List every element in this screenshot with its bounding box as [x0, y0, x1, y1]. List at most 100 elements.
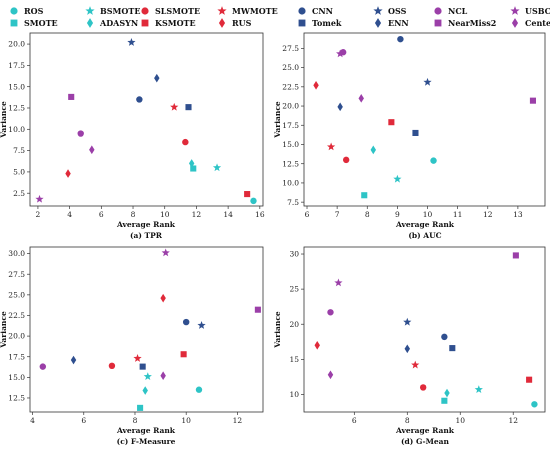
data-point — [108, 362, 116, 369]
x-tick-label: 6 — [99, 210, 104, 219]
legend-marker — [141, 19, 149, 27]
y-tick-label: 12.5 — [8, 394, 25, 403]
data-point — [370, 145, 377, 155]
y-tick-label: 27.5 — [8, 270, 25, 279]
data-point — [133, 354, 142, 362]
data-point — [397, 35, 404, 43]
legend-item: CentersNN — [511, 18, 550, 28]
data-point — [154, 73, 160, 83]
data-point — [404, 344, 411, 354]
legend-marker — [373, 6, 383, 15]
data-point — [35, 194, 44, 203]
x-axis-label: Average Rank — [116, 426, 176, 435]
legend-item: USBC — [510, 6, 550, 16]
data-point — [160, 371, 166, 381]
panel: 6 7 8 9 10 11 12 13 7.5 10.0 12.5 15.0 17.5 20.0 22.5 2… — [273, 32, 546, 240]
x-tick-label: 16 — [255, 210, 265, 219]
y-tick-label: 10 — [289, 390, 299, 399]
plot-frame — [303, 32, 546, 207]
data-point — [411, 360, 420, 369]
x-axis-label: Average Rank — [395, 220, 455, 229]
y-tick-label: 15.0 — [8, 82, 25, 91]
legend-marker — [86, 18, 94, 28]
data-point — [441, 397, 448, 404]
data-point — [474, 385, 483, 394]
data-point — [250, 197, 257, 205]
y-tick-label: 2.5 — [13, 189, 25, 198]
legend-marker — [10, 7, 18, 15]
data-point — [327, 142, 336, 151]
x-tick-label: 6 — [352, 416, 357, 425]
y-tick-label: 17.5 — [282, 121, 299, 130]
x-tick-label: 12 — [192, 210, 202, 219]
legend-label: NCL — [448, 6, 468, 16]
data-point — [185, 104, 192, 111]
legend-label: Tomek — [312, 18, 342, 28]
data-point — [334, 278, 343, 287]
data-point — [77, 130, 84, 137]
legend-item: NCL — [434, 6, 468, 16]
x-tick-label: 7 — [335, 210, 340, 219]
legend-marker — [434, 19, 442, 27]
data-point — [65, 169, 71, 178]
legend-label: BSMOTE — [100, 6, 140, 16]
legend-label: CNN — [312, 6, 333, 16]
y-tick-label: 22.5 — [282, 82, 299, 91]
y-tick-label: 27.5 — [282, 44, 299, 53]
x-tick-label: 14 — [223, 210, 233, 219]
data-point — [136, 96, 143, 103]
legend-marker — [217, 6, 227, 15]
x-tick-label: 8 — [131, 210, 136, 219]
data-point — [139, 363, 146, 370]
legend-label: OSS — [388, 6, 407, 16]
x-axis-label: Average Rank — [116, 220, 176, 229]
data-point — [419, 384, 427, 391]
data-point — [70, 355, 77, 365]
plot-frame — [303, 246, 546, 413]
x-tick-label: 12 — [508, 416, 518, 425]
data-point — [327, 309, 334, 316]
legend: ROS SMOTE BSMOTE ADASYN SLSMOTE KSMOTE MWMOTE R… — [10, 6, 550, 28]
legend-item: SLSMOTE — [141, 6, 200, 16]
legend-item: ADASYN — [86, 18, 138, 28]
y-tick-label: 15.0 — [8, 373, 25, 382]
panel-caption: (b) AUC — [408, 231, 441, 240]
legend-marker — [511, 18, 519, 28]
legend-item: ENN — [374, 18, 409, 28]
y-tick-label: 5.0 — [13, 168, 25, 177]
data-point — [314, 340, 320, 350]
panel: 2 4 6 8 10 12 14 16 2.5 5.0 7.5 10.0 12.5 15.0 17.5 20.… — [0, 32, 265, 240]
x-tick-label: 6 — [305, 210, 310, 219]
y-tick-label: 10.0 — [8, 125, 25, 134]
data-point — [449, 345, 456, 352]
y-axis-label: Variance — [273, 101, 282, 139]
x-tick-label: 4 — [67, 210, 72, 219]
data-point — [188, 159, 195, 168]
legend-label: ENN — [388, 18, 409, 28]
legend-label: KSMOTE — [155, 18, 196, 28]
legend-label: CentersNN — [525, 18, 550, 28]
data-point — [197, 321, 206, 329]
y-tick-label: 7.5 — [13, 146, 25, 155]
x-tick-label: 10 — [160, 210, 170, 219]
data-point — [358, 94, 364, 103]
data-point — [531, 401, 538, 408]
data-point — [254, 306, 261, 313]
legend-item: NearMiss2 — [434, 18, 496, 28]
legend-marker — [298, 7, 306, 15]
y-tick-label: 15.0 — [282, 140, 299, 149]
data-point — [137, 404, 144, 411]
y-axis-label: Variance — [0, 311, 8, 349]
legend-item: CNN — [298, 6, 333, 16]
y-tick-label: 7.5 — [287, 198, 299, 207]
data-point — [170, 102, 179, 111]
panels: 2 4 6 8 10 12 14 16 2.5 5.0 7.5 10.0 12.5 15.0 17.5 20.… — [0, 32, 546, 446]
data-point — [393, 174, 402, 183]
y-tick-label: 20 — [289, 320, 299, 329]
legend-marker — [298, 19, 306, 27]
legend-label: RUS — [232, 18, 252, 28]
x-tick-label: 11 — [453, 210, 463, 219]
data-point — [313, 80, 319, 90]
